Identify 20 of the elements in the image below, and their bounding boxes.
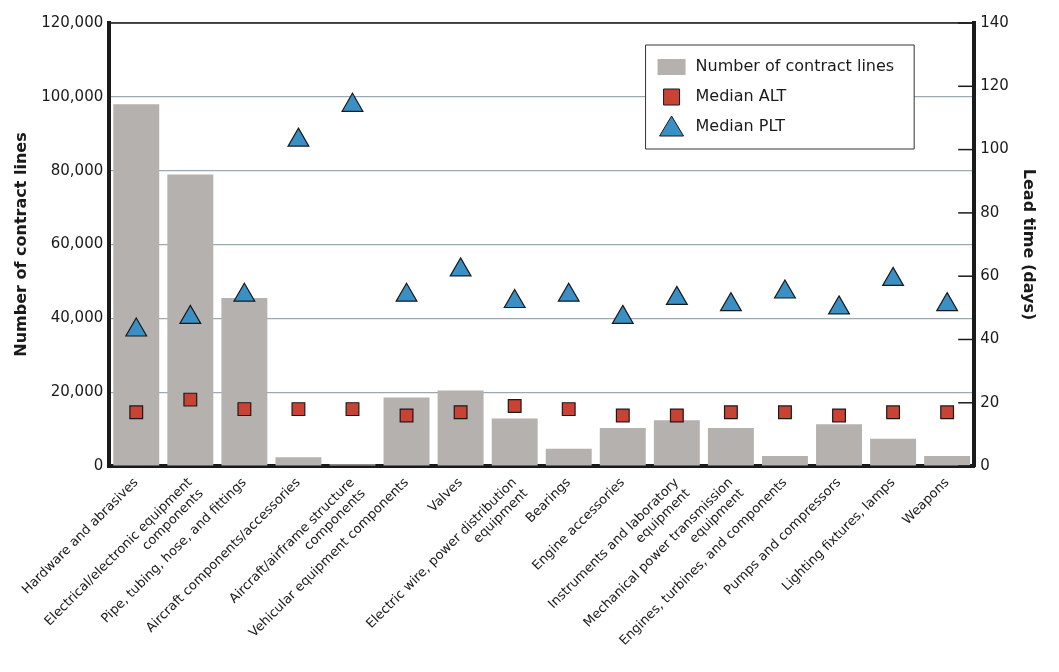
- y2-tick-label: 120: [980, 76, 1009, 95]
- y2-tick-label: 0: [980, 455, 990, 474]
- y-tick-label: 40,000: [50, 308, 104, 327]
- legend-label: Median PLT: [695, 116, 786, 136]
- y2-tick-label: 20: [980, 392, 1000, 411]
- y2-tick-label: 140: [980, 12, 1009, 31]
- y2-tick-label: 100: [980, 139, 1009, 158]
- y2-tick-label: 60: [980, 266, 1000, 285]
- y2-tick-label: 40: [980, 329, 1000, 348]
- y2-tick-label: 80: [980, 202, 1000, 221]
- y-tick-label: 100,000: [41, 86, 104, 105]
- y-tick-label: 120,000: [41, 12, 104, 31]
- legend-label: Number of contract lines: [695, 56, 895, 76]
- y-axis-title: Number of contract lines: [10, 132, 30, 357]
- y-tick-label: 20,000: [50, 382, 104, 401]
- y2-axis-title: Lead time (days): [1020, 168, 1040, 321]
- y-tick-label: 0: [93, 455, 104, 474]
- y-tick-label: 80,000: [50, 160, 104, 179]
- y-tick-label: 60,000: [50, 234, 104, 253]
- legend-label: Median ALT: [695, 86, 787, 106]
